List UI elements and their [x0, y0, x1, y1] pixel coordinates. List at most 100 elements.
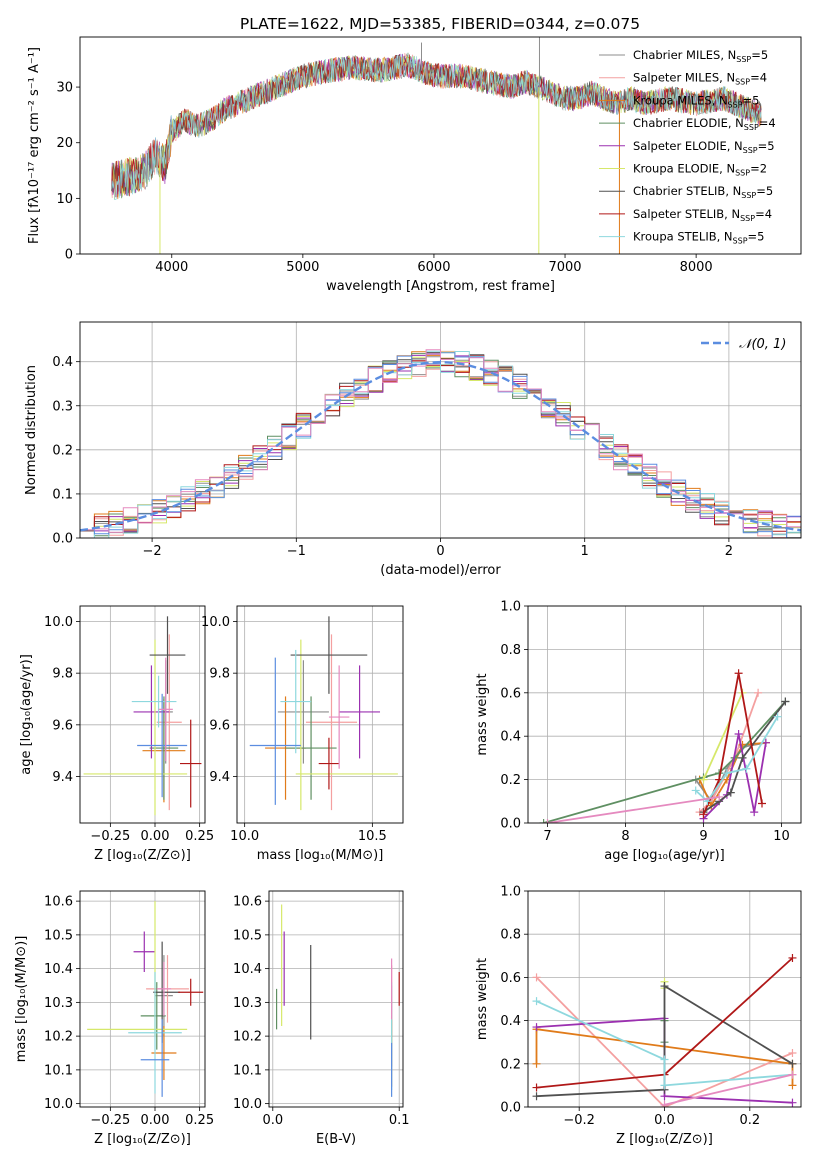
- weight-marker: [660, 982, 669, 991]
- weight-marker: [726, 788, 735, 797]
- y-axis-label: Flux [fλ10⁻¹⁷ erg cm⁻² s⁻¹ A⁻¹]: [27, 47, 42, 244]
- legend-entry: Chabrier ELODIE, NSSP=4: [633, 116, 776, 132]
- y-tick-label: 9.6: [52, 718, 73, 733]
- axes-frame: [79, 321, 802, 539]
- x-tick-label: 7: [543, 829, 551, 844]
- y-axis-label: mass weight: [475, 958, 490, 1040]
- weight-marker: [788, 1081, 797, 1090]
- weight-marker: [660, 1055, 669, 1064]
- y-tick-label: 10.0: [44, 1097, 73, 1112]
- weight-marker: [738, 753, 747, 762]
- y-tick-label: 10.6: [233, 895, 262, 910]
- y-tick-label: 10.3: [44, 996, 73, 1011]
- x-tick-label: −0.2: [563, 1113, 595, 1128]
- normal-curve: [80, 360, 801, 532]
- x-axis-label: mass [log₁₀(M/M⊙)]: [257, 848, 384, 863]
- y-tick-label: 0.4: [500, 730, 521, 745]
- axes-frame: [527, 605, 802, 824]
- weight-marker: [754, 688, 763, 697]
- y-tick-label: 10.0: [44, 615, 73, 630]
- x-tick-label: −2: [143, 544, 162, 559]
- y-tick-label: 10.2: [233, 1030, 262, 1045]
- y-tick-label: 0.0: [500, 1101, 521, 1116]
- x-tick-label: 5000: [286, 260, 319, 275]
- y-tick-label: 9.4: [209, 770, 230, 785]
- weight-marker: [660, 1100, 669, 1107]
- weight-marker: [660, 1081, 669, 1090]
- y-tick-label: 0.2: [500, 773, 521, 788]
- x-tick-label: 10.5: [358, 829, 387, 844]
- weight-marker: [788, 1070, 797, 1079]
- x-tick-label: 7000: [548, 260, 581, 275]
- x-tick-label: 0.0: [262, 1113, 283, 1128]
- weight-marker: [722, 769, 731, 778]
- y-tick-label: 10.6: [44, 895, 73, 910]
- x-axis-label: wavelength [Angstrom, rest frame]: [326, 279, 555, 294]
- y-tick-label: 9.8: [52, 667, 73, 682]
- y-tick-label: 0.4: [52, 355, 73, 370]
- axes-frame: [236, 605, 404, 824]
- y-tick-label: 1.0: [500, 885, 521, 900]
- weight-marker: [788, 1049, 797, 1057]
- axes-frame: [268, 890, 404, 1108]
- weight-marker: [788, 1059, 797, 1068]
- legend-entry: Salpeter STELIB, NSSP=4: [633, 207, 772, 223]
- x-tick-label: 0.00: [141, 829, 170, 844]
- legend-entry: Kroupa MILES, NSSP=5: [633, 93, 759, 109]
- legend-entry: Kroupa ELODIE, NSSP=2: [633, 162, 767, 178]
- axes-frame: [527, 890, 802, 1108]
- x-tick-label: 10: [773, 829, 790, 844]
- weight-vs-age-panel: 7 8 9 10 0.0 0.2 0.4 0.6 0.8 1.0 age [log₁₀(age/yr…: [475, 600, 802, 863]
- weight-marker: [532, 1083, 541, 1092]
- y-tick-label: 10: [56, 192, 73, 207]
- weight-marker: [532, 1092, 541, 1101]
- y-axis-label: age [log₁₀(age/yr)]: [19, 654, 34, 775]
- x-tick-label: 4000: [155, 260, 188, 275]
- axes-frame: [79, 605, 206, 824]
- y-tick-label: 9.6: [209, 718, 230, 733]
- weight-marker: [738, 740, 747, 749]
- y-tick-label: 10.0: [201, 615, 230, 630]
- x-tick-label: 9: [699, 829, 707, 844]
- weight-vs-metallicity-panel: −0.2 0.0 0.2 0.0 0.2 0.4 0.6 0.8 1.0 Z [log₁₀(Z/Z…: [475, 885, 802, 1147]
- x-tick-label: −1: [287, 544, 306, 559]
- y-tick-label: 10.1: [44, 1063, 73, 1078]
- histogram-step: [80, 352, 801, 538]
- y-tick-label: 1.0: [500, 600, 521, 615]
- axes-frame: [79, 890, 206, 1108]
- y-tick-label: 0.2: [52, 443, 73, 458]
- x-tick-label: 0.2: [739, 1113, 760, 1128]
- weight-line: [536, 984, 793, 1098]
- weight-marker: [532, 1059, 541, 1068]
- weight-marker: [758, 799, 766, 808]
- y-tick-label: 9.8: [209, 667, 230, 682]
- y-tick-label: 0.6: [500, 971, 521, 986]
- x-axis-label: Z [log₁₀(Z/Z⊙)]: [616, 1132, 713, 1147]
- weight-marker: [699, 775, 708, 784]
- y-axis-label: mass weight: [475, 673, 490, 755]
- x-tick-label: 0.00: [141, 1113, 170, 1128]
- weight-line: [547, 796, 720, 823]
- age-vs-metallicity-panel: −0.25 0.00 0.25 9.4 9.6 9.8 10.0 Z [log₁₀(Z/Z⊙)…: [19, 605, 214, 863]
- y-tick-label: 0: [65, 248, 73, 263]
- weight-marker: [773, 712, 782, 721]
- weight-marker: [788, 1098, 797, 1107]
- y-tick-label: 10.1: [233, 1063, 262, 1078]
- spectrum-line: [111, 54, 762, 200]
- legend-entry: Chabrier MILES, NSSP=5: [633, 48, 768, 64]
- x-axis-label: Z [log₁₀(Z/Z⊙)]: [94, 848, 191, 863]
- x-tick-label: 8: [621, 829, 629, 844]
- weight-marker: [750, 808, 759, 817]
- y-tick-label: 9.4: [52, 770, 73, 785]
- mass-vs-metallicity-panel: −0.25 0.00 0.25 10.0 10.1 10.2 10.3 10.4 10.5 10.…: [14, 890, 214, 1147]
- weight-marker: [734, 730, 743, 739]
- weight-marker: [532, 973, 541, 982]
- legend-entry: Salpeter MILES, NSSP=4: [633, 71, 767, 87]
- y-tick-label: 10.0: [233, 1097, 262, 1112]
- weight-line: [702, 692, 744, 780]
- x-tick-label: 10.0: [230, 829, 259, 844]
- y-tick-label: 0.0: [500, 817, 521, 832]
- y-tick-label: 0.2: [500, 1057, 521, 1072]
- y-tick-label: 30: [56, 81, 73, 96]
